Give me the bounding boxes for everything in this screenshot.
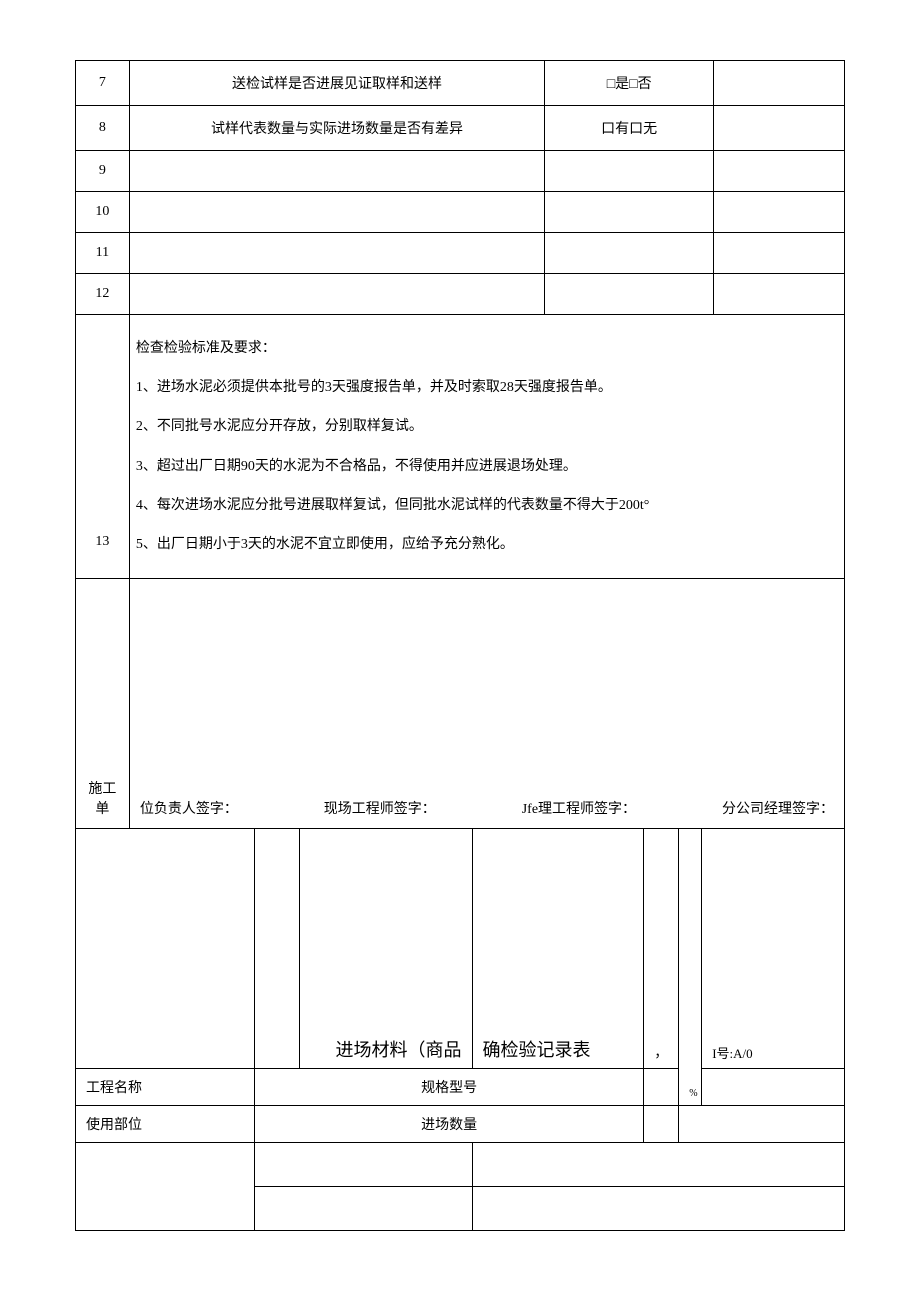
- version-top: %: [689, 1088, 697, 1099]
- form-title-right: 确检验记录表: [472, 829, 644, 1069]
- row-check: [545, 274, 714, 315]
- row-number: 7: [76, 61, 130, 106]
- row-desc: [129, 151, 544, 192]
- signature-label: 分公司经理签字：: [722, 798, 834, 818]
- label-project: 工程名称: [76, 1069, 255, 1106]
- criteria-item: 3、超过出厂日期90天的水泥为不合格品，不得使用并应进展退场处理。: [136, 447, 838, 486]
- row-check: [545, 151, 714, 192]
- criteria-item: 1、进场水泥必须提供本批号的3天强度报告单，并及时索取28天强度报告单。: [136, 368, 838, 407]
- t2-blank-b: [254, 829, 299, 1069]
- t2-blank-d: [702, 1069, 845, 1106]
- row-blank: [714, 106, 845, 151]
- signature-cell: 位负责人签字： 现场工程师签字： Jfe理工程师签字： 分公司经理签字：: [129, 579, 844, 829]
- row-desc: [129, 233, 544, 274]
- t2-blank-f: [679, 1106, 845, 1143]
- signature-label: 位负责人签字：: [140, 798, 238, 818]
- row-blank: [714, 61, 845, 106]
- row-check: [545, 192, 714, 233]
- row-check: 口有口无: [545, 106, 714, 151]
- row-check: [545, 233, 714, 274]
- label-spec: 规格型号: [254, 1069, 643, 1106]
- row-blank: [714, 274, 845, 315]
- signature-label: 现场工程师签字：: [324, 798, 436, 818]
- t2-blank-c: [644, 1069, 679, 1106]
- form-title-left: 进场材料（商品: [300, 829, 472, 1069]
- row-desc: 试样代表数量与实际进场数量是否有差异: [129, 106, 544, 151]
- row-check: □是□否: [545, 61, 714, 106]
- inspection-table-2: 进场材料（商品 确检验记录表 ， % I号:A/0 工程名称 规格型号 使用部位…: [75, 828, 845, 1231]
- row-number: 11: [76, 233, 130, 274]
- row-blank: [714, 192, 845, 233]
- t2-br-1: [76, 1143, 255, 1231]
- t2-blank-a: [76, 829, 255, 1069]
- t2-br-2: [254, 1143, 472, 1187]
- t2-br-4: [254, 1187, 472, 1231]
- signature-label: Jfe理工程师签字：: [522, 798, 636, 818]
- sign-prefix-cell: 施工单: [76, 579, 130, 829]
- inspection-table-1: 7送检试样是否进展见证取样和送样□是□否 8试样代表数量与实际进场数量是否有差异口…: [75, 60, 845, 829]
- row-number: 8: [76, 106, 130, 151]
- criteria-heading: 检查检验标准及要求：: [136, 329, 838, 368]
- criteria-cell: 检查检验标准及要求： 1、进场水泥必须提供本批号的3天强度报告单，并及时索取28…: [129, 315, 844, 579]
- row-blank: [714, 151, 845, 192]
- version-bottom: I号:A/0: [702, 829, 845, 1069]
- row-desc: 送检试样是否进展见证取样和送样: [129, 61, 544, 106]
- t2-blank-e: [644, 1106, 679, 1143]
- row-blank: [714, 233, 845, 274]
- criteria-item: 4、每次进场水泥应分批号进展取样复试，但同批水泥试样的代表数量不得大于200t°: [136, 486, 838, 525]
- t2-br-5: [472, 1187, 845, 1231]
- t2-br-3: [472, 1143, 845, 1187]
- row-desc: [129, 274, 544, 315]
- form-title-note: ，: [644, 829, 679, 1069]
- row-13-number: 13: [76, 315, 130, 579]
- label-qty: 进场数量: [254, 1106, 643, 1143]
- row-number: 10: [76, 192, 130, 233]
- t2-small-col: %: [679, 829, 702, 1106]
- row-number: 9: [76, 151, 130, 192]
- criteria-item: 2、不同批号水泥应分开存放，分别取样复试。: [136, 407, 838, 446]
- criteria-item: 5、出厂日期小于3天的水泥不宜立即使用，应给予充分熟化。: [136, 525, 838, 564]
- row-number: 12: [76, 274, 130, 315]
- label-part: 使用部位: [76, 1106, 255, 1143]
- row-desc: [129, 192, 544, 233]
